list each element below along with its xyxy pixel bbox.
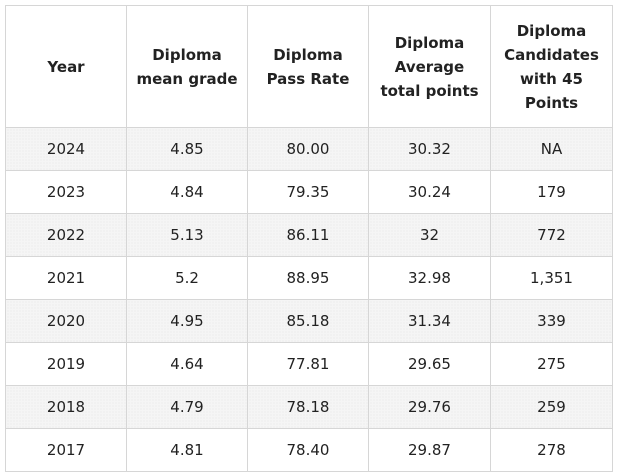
- cell-year: 2017: [5, 428, 127, 472]
- cell-pass-rate: 88.95: [247, 256, 369, 300]
- cell-average-total-points: 31.34: [368, 299, 491, 343]
- cell-year: 2020: [5, 299, 127, 343]
- cell-mean-grade: 4.81: [126, 428, 248, 472]
- cell-year: 2019: [5, 342, 127, 386]
- results-table-container: Year Diploma mean grade Diploma Pass Rat…: [5, 5, 613, 472]
- cell-pass-rate: 86.11: [247, 213, 369, 257]
- cell-average-total-points: 32.98: [368, 256, 491, 300]
- cell-candidates-45-points: 1,351: [490, 256, 613, 300]
- cell-mean-grade: 4.84: [126, 170, 248, 214]
- cell-mean-grade: 4.95: [126, 299, 248, 343]
- cell-average-total-points: 30.32: [368, 127, 491, 171]
- table-row: 2017 4.81 78.40 29.87 278: [5, 428, 613, 472]
- header-year: Year: [5, 5, 127, 128]
- cell-year: 2024: [5, 127, 127, 171]
- cell-candidates-45-points: 339: [490, 299, 613, 343]
- cell-pass-rate: 78.40: [247, 428, 369, 472]
- cell-candidates-45-points: 259: [490, 385, 613, 429]
- table-header-row: Year Diploma mean grade Diploma Pass Rat…: [5, 5, 613, 128]
- cell-candidates-45-points: NA: [490, 127, 613, 171]
- header-mean-grade: Diploma mean grade: [126, 5, 248, 128]
- table-row: 2023 4.84 79.35 30.24 179: [5, 170, 613, 214]
- cell-pass-rate: 79.35: [247, 170, 369, 214]
- cell-mean-grade: 5.2: [126, 256, 248, 300]
- cell-average-total-points: 29.76: [368, 385, 491, 429]
- cell-average-total-points: 32: [368, 213, 491, 257]
- table-row: 2022 5.13 86.11 32 772: [5, 213, 613, 257]
- cell-year: 2021: [5, 256, 127, 300]
- header-average-total-points: Diploma Average total points: [368, 5, 491, 128]
- cell-year: 2018: [5, 385, 127, 429]
- cell-average-total-points: 30.24: [368, 170, 491, 214]
- cell-mean-grade: 5.13: [126, 213, 248, 257]
- table-row: 2018 4.79 78.18 29.76 259: [5, 385, 613, 429]
- cell-pass-rate: 77.81: [247, 342, 369, 386]
- cell-year: 2023: [5, 170, 127, 214]
- cell-average-total-points: 29.87: [368, 428, 491, 472]
- header-pass-rate: Diploma Pass Rate: [247, 5, 369, 128]
- table-row: 2019 4.64 77.81 29.65 275: [5, 342, 613, 386]
- cell-pass-rate: 78.18: [247, 385, 369, 429]
- diploma-results-table: Year Diploma mean grade Diploma Pass Rat…: [5, 5, 613, 472]
- cell-mean-grade: 4.64: [126, 342, 248, 386]
- cell-pass-rate: 85.18: [247, 299, 369, 343]
- cell-pass-rate: 80.00: [247, 127, 369, 171]
- cell-candidates-45-points: 772: [490, 213, 613, 257]
- cell-year: 2022: [5, 213, 127, 257]
- cell-candidates-45-points: 275: [490, 342, 613, 386]
- cell-candidates-45-points: 278: [490, 428, 613, 472]
- header-candidates-45-points: Diploma Candidates with 45 Points: [490, 5, 613, 128]
- table-row: 2020 4.95 85.18 31.34 339: [5, 299, 613, 343]
- table-row: 2021 5.2 88.95 32.98 1,351: [5, 256, 613, 300]
- cell-average-total-points: 29.65: [368, 342, 491, 386]
- table-row: 2024 4.85 80.00 30.32 NA: [5, 127, 613, 171]
- cell-candidates-45-points: 179: [490, 170, 613, 214]
- cell-mean-grade: 4.79: [126, 385, 248, 429]
- cell-mean-grade: 4.85: [126, 127, 248, 171]
